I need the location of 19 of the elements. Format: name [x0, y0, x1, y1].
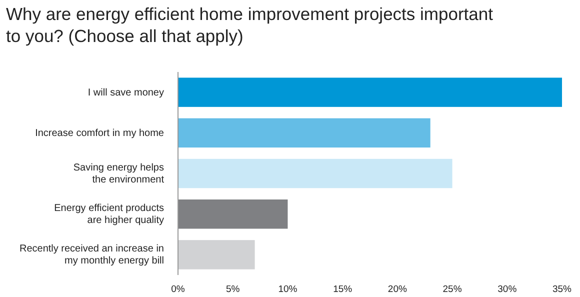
chart-title: Why are energy efficient home improvement projects important to you? (Choose all that apply) — [6, 4, 494, 46]
bar — [178, 158, 452, 188]
x-tick-label: 25% — [442, 284, 462, 295]
y-tick-label: Saving energy helps the environment — [73, 162, 164, 186]
x-tick-label: 5% — [226, 284, 240, 295]
bar — [178, 78, 562, 107]
x-tick-label: 35% — [552, 284, 572, 295]
bar — [178, 240, 255, 270]
x-tick-label: 0% — [171, 284, 186, 295]
x-tick-label: 30% — [498, 284, 518, 295]
bar — [178, 199, 288, 229]
y-tick-label: I will save money — [88, 86, 164, 98]
x-tick-label: 20% — [388, 284, 408, 295]
y-tick-label: Energy efficient products are higher quality — [54, 202, 164, 226]
y-tick-label: Increase comfort in my home — [35, 128, 164, 139]
x-tick-label: 15% — [333, 284, 353, 295]
bar — [178, 118, 430, 148]
y-tick-label: Recently received an increase in my monthly energy bill — [19, 243, 164, 266]
x-tick-label: 10% — [278, 284, 298, 295]
